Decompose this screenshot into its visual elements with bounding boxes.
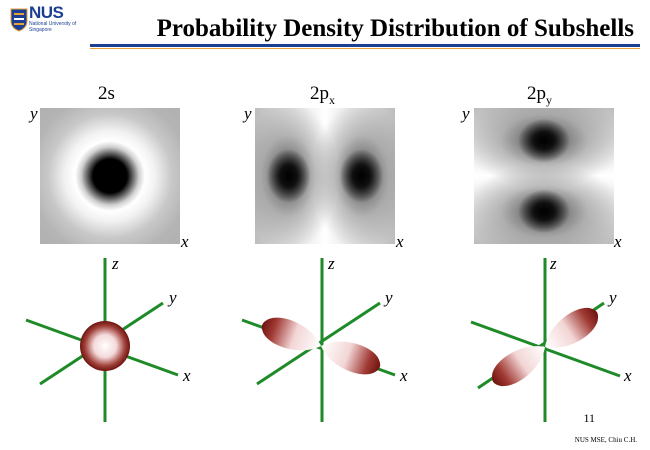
density-axis-y-2s: y — [30, 104, 38, 123]
orbital-shapes — [25, 258, 621, 422]
footer-credit: NUS MSE, Chiu C.H. — [574, 436, 637, 444]
px-lobe-negative — [261, 317, 321, 351]
panel-label-2py: 2py — [527, 83, 552, 108]
density-map-2px — [255, 108, 395, 244]
label-main: 2p — [310, 83, 329, 104]
page-number: 11 — [583, 411, 595, 425]
s-orbital-sphere — [80, 321, 130, 371]
panel-label-2px: 2px — [310, 83, 335, 108]
density-axis-y-2py: y — [462, 104, 470, 123]
nus-crest-icon — [10, 8, 28, 32]
density-axis-x-2px: x — [396, 232, 404, 251]
orbital-axis-z-2px: z — [328, 254, 335, 273]
orbital-axis-z-2s: z — [112, 254, 119, 273]
density-axis-x-2s: x — [181, 232, 189, 251]
label-sub: y — [546, 92, 552, 107]
orbital-axis-z-2py: z — [550, 254, 557, 273]
orbital-2px — [241, 258, 396, 422]
density-map-2s — [40, 108, 180, 244]
panel-label-2s: 2s — [98, 83, 115, 108]
orbital-axis-x-2px: x — [400, 366, 408, 385]
orbital-axis-y-2py: y — [609, 288, 617, 307]
x-axis — [470, 320, 621, 378]
title-rule-accent — [90, 48, 640, 49]
label-main: 2s — [98, 83, 115, 104]
orbital-2py — [470, 258, 621, 422]
orbital-axis-x-2py: x — [624, 366, 632, 385]
nus-logo — [10, 8, 88, 48]
density-map-2py — [474, 108, 614, 244]
density-axis-y-2px: y — [244, 104, 252, 123]
orbital-2s — [25, 258, 179, 422]
title-rule — [90, 44, 640, 47]
orbital-axis-y-2px: y — [385, 288, 393, 307]
logo-text: NUS — [29, 3, 64, 22]
orbital-axis-x-2s: x — [183, 366, 191, 385]
density-axis-x-2py: x — [614, 232, 622, 251]
py-lobe-positive — [545, 307, 599, 348]
label-main: 2p — [527, 83, 546, 104]
orbital-axis-y-2s: y — [169, 288, 177, 307]
py-lobe-negative — [491, 346, 545, 387]
logo-subtext: National University of Singapore — [29, 21, 77, 33]
px-lobe-positive — [321, 341, 381, 375]
page-title: Probability Density Distribution of Subs… — [156, 15, 634, 42]
label-sub: x — [329, 92, 335, 107]
